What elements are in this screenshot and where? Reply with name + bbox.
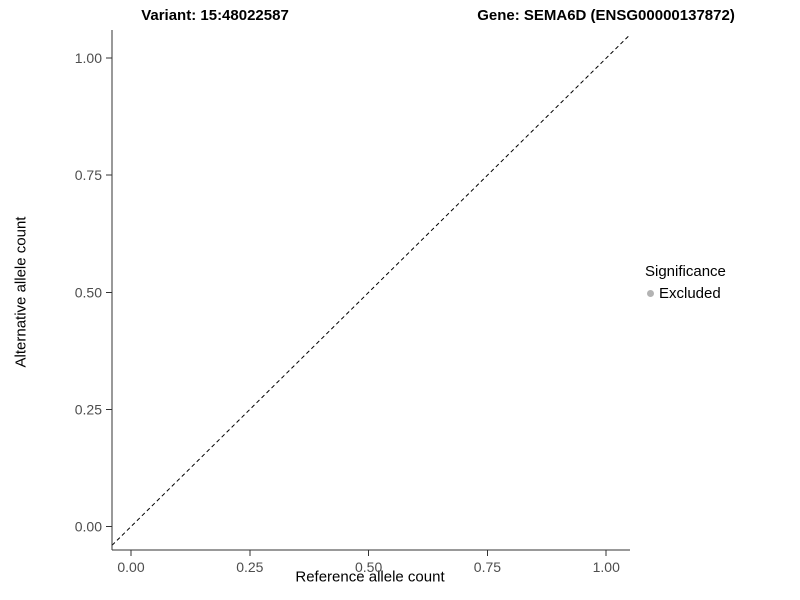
x-tick-label: 0.25 [236,559,263,575]
y-tick-label: 0.00 [75,519,102,535]
plot-title-gene: Gene: SEMA6D (ENSG00000137872) [477,7,735,24]
legend-marker-dot [647,290,654,297]
legend-title: Significance [645,263,726,280]
y-tick-label: 0.25 [75,401,102,417]
x-axis-label: Reference allele count [295,568,445,586]
legend-item-excluded: Excluded [645,285,795,302]
identity-dashed-line [111,34,631,546]
x-tick-label: 1.00 [593,559,620,575]
y-tick-label: 0.50 [75,284,102,300]
x-tick-label: 0.00 [117,559,144,575]
y-tick-label: 0.75 [75,167,102,183]
x-tick-label: 0.75 [474,559,501,575]
y-tick-label: 1.00 [75,50,102,66]
legend-item-label: Excluded [659,285,721,302]
plot-title-variant: Variant: 15:48022587 [141,7,289,24]
x-tick-label: 0.50 [355,559,382,575]
legend: Significance Excluded [645,263,795,302]
